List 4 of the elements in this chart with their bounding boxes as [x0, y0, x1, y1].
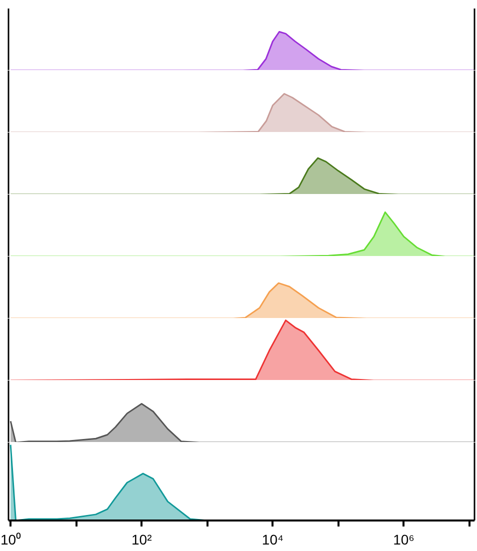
x-tick-label: 10² [132, 532, 152, 548]
x-tick-label: 10⁴ [262, 532, 284, 548]
x-tick-label: 10⁶ [393, 532, 414, 548]
x-tick-label: 10⁰ [0, 532, 22, 548]
